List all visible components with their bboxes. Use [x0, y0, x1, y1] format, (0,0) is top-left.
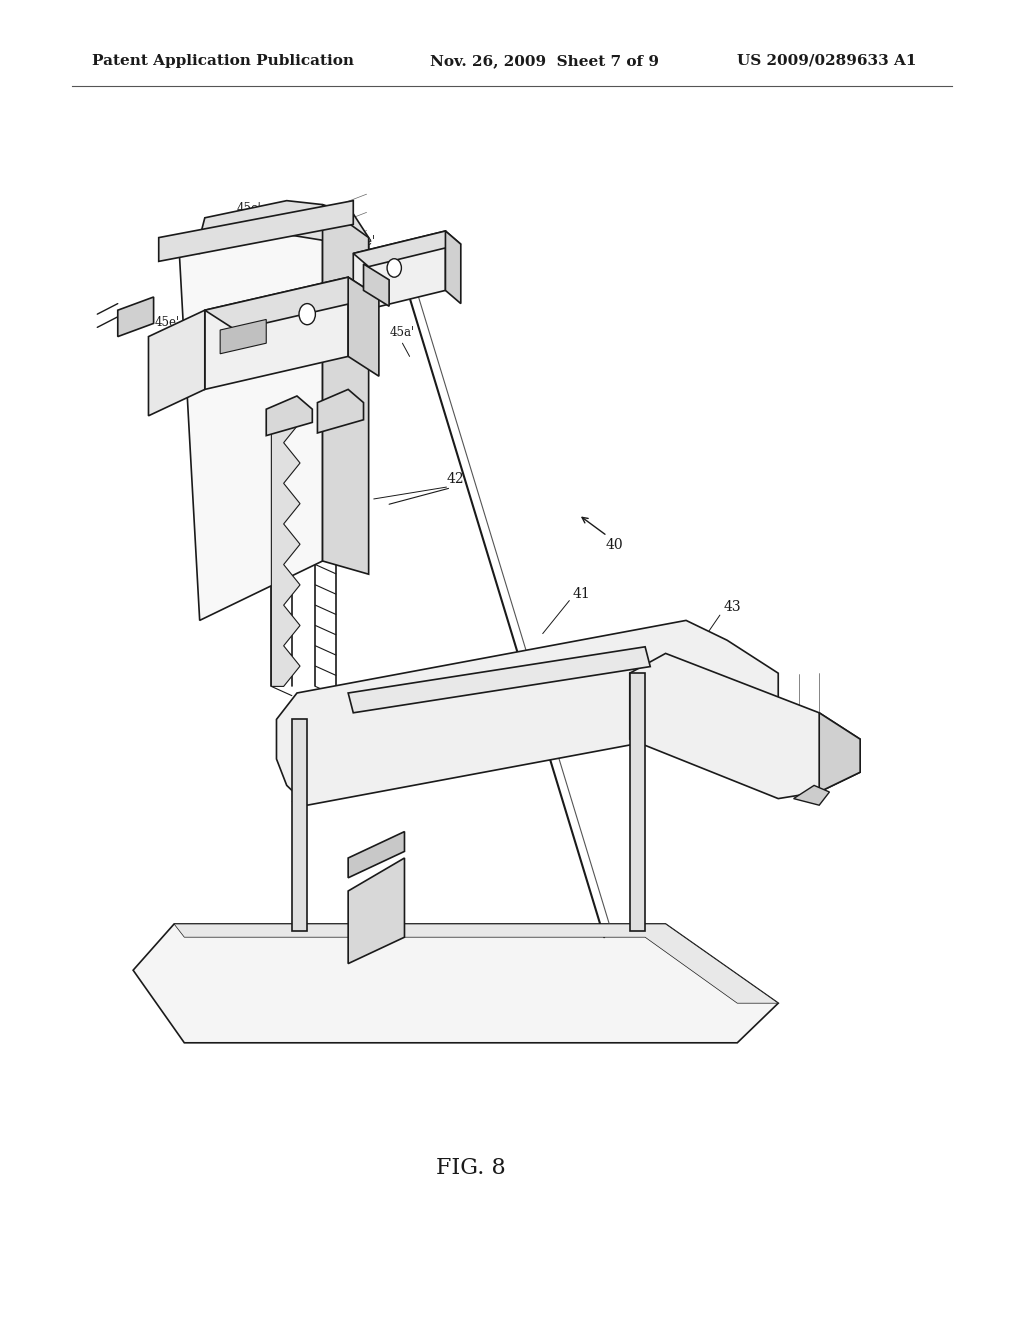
Text: 45': 45' — [291, 403, 309, 416]
Text: 40: 40 — [605, 539, 624, 552]
Text: 45a': 45a' — [266, 354, 291, 367]
Text: US 2009/0289633 A1: US 2009/0289633 A1 — [737, 54, 916, 67]
Text: 45e': 45e' — [351, 235, 376, 248]
Text: 31: 31 — [434, 240, 451, 253]
Polygon shape — [276, 620, 778, 805]
Polygon shape — [317, 389, 364, 433]
Polygon shape — [179, 205, 323, 620]
Polygon shape — [348, 277, 379, 376]
Polygon shape — [348, 647, 650, 713]
Polygon shape — [205, 277, 348, 389]
Polygon shape — [353, 231, 445, 313]
Polygon shape — [794, 785, 829, 805]
Text: 41: 41 — [572, 587, 591, 601]
Polygon shape — [179, 201, 369, 257]
Polygon shape — [348, 858, 404, 964]
Polygon shape — [174, 924, 778, 1003]
Polygon shape — [133, 924, 778, 1043]
Circle shape — [299, 304, 315, 325]
Text: 45e': 45e' — [155, 315, 179, 329]
Polygon shape — [292, 719, 307, 931]
Polygon shape — [819, 713, 860, 792]
Polygon shape — [159, 201, 353, 261]
Polygon shape — [630, 673, 645, 931]
Text: Patent Application Publication: Patent Application Publication — [92, 54, 354, 67]
Polygon shape — [323, 205, 369, 574]
Polygon shape — [364, 264, 389, 306]
Text: 45a': 45a' — [390, 326, 415, 339]
Text: 45d': 45d' — [215, 315, 242, 329]
Polygon shape — [630, 653, 860, 799]
Polygon shape — [348, 832, 404, 878]
Text: 42: 42 — [446, 473, 465, 486]
Text: FIG. 8: FIG. 8 — [436, 1158, 506, 1179]
Text: 45c': 45c' — [237, 202, 261, 215]
Text: 43: 43 — [723, 601, 741, 614]
Text: 45b': 45b' — [360, 267, 387, 280]
Polygon shape — [148, 310, 205, 416]
Polygon shape — [353, 231, 461, 267]
Polygon shape — [266, 396, 312, 436]
Polygon shape — [220, 319, 266, 354]
Polygon shape — [118, 297, 154, 337]
Polygon shape — [445, 231, 461, 304]
Polygon shape — [271, 422, 300, 686]
Circle shape — [387, 259, 401, 277]
Text: 45b': 45b' — [282, 314, 308, 327]
Text: Nov. 26, 2009  Sheet 7 of 9: Nov. 26, 2009 Sheet 7 of 9 — [430, 54, 659, 67]
Polygon shape — [205, 277, 379, 330]
